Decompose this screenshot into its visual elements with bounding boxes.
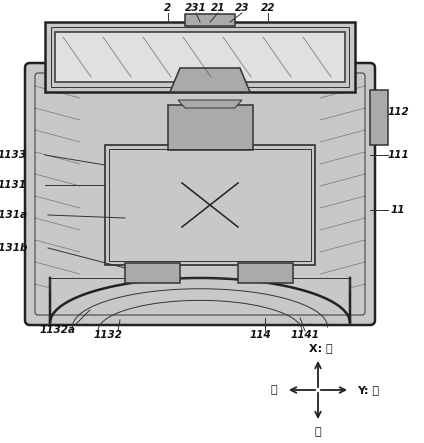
Polygon shape: [170, 68, 250, 92]
Text: Y: 右: Y: 右: [357, 385, 379, 395]
Bar: [185, 14, 235, 26]
Text: 21: 21: [211, 3, 225, 13]
Text: 1132a: 1132a: [40, 325, 76, 335]
Text: 22: 22: [261, 3, 275, 13]
Bar: [45, 22, 355, 92]
Text: X: 后: X: 后: [309, 343, 333, 353]
Polygon shape: [178, 100, 242, 108]
Text: 1131: 1131: [0, 180, 26, 190]
Bar: [105, 145, 315, 265]
Text: 左: 左: [271, 385, 277, 395]
Text: 1131a: 1131a: [0, 210, 28, 220]
Bar: [168, 105, 253, 150]
Text: 1133: 1133: [0, 150, 26, 160]
Text: 112: 112: [387, 107, 409, 117]
Text: 111: 111: [387, 150, 409, 160]
Bar: [55, 32, 345, 82]
Bar: [125, 263, 180, 283]
Text: 114: 114: [249, 330, 271, 340]
Polygon shape: [50, 278, 350, 323]
Text: 前: 前: [315, 427, 321, 437]
Text: 1131b: 1131b: [0, 243, 28, 253]
Text: 231: 231: [185, 3, 207, 13]
Text: 2: 2: [165, 3, 172, 13]
Text: 1132: 1132: [94, 330, 123, 340]
Bar: [370, 90, 388, 145]
Bar: [109, 149, 311, 261]
Text: 1141: 1141: [290, 330, 320, 340]
Text: 23: 23: [235, 3, 249, 13]
Text: 11: 11: [391, 205, 405, 215]
FancyBboxPatch shape: [25, 63, 375, 325]
Bar: [51, 27, 349, 87]
Bar: [238, 263, 293, 283]
